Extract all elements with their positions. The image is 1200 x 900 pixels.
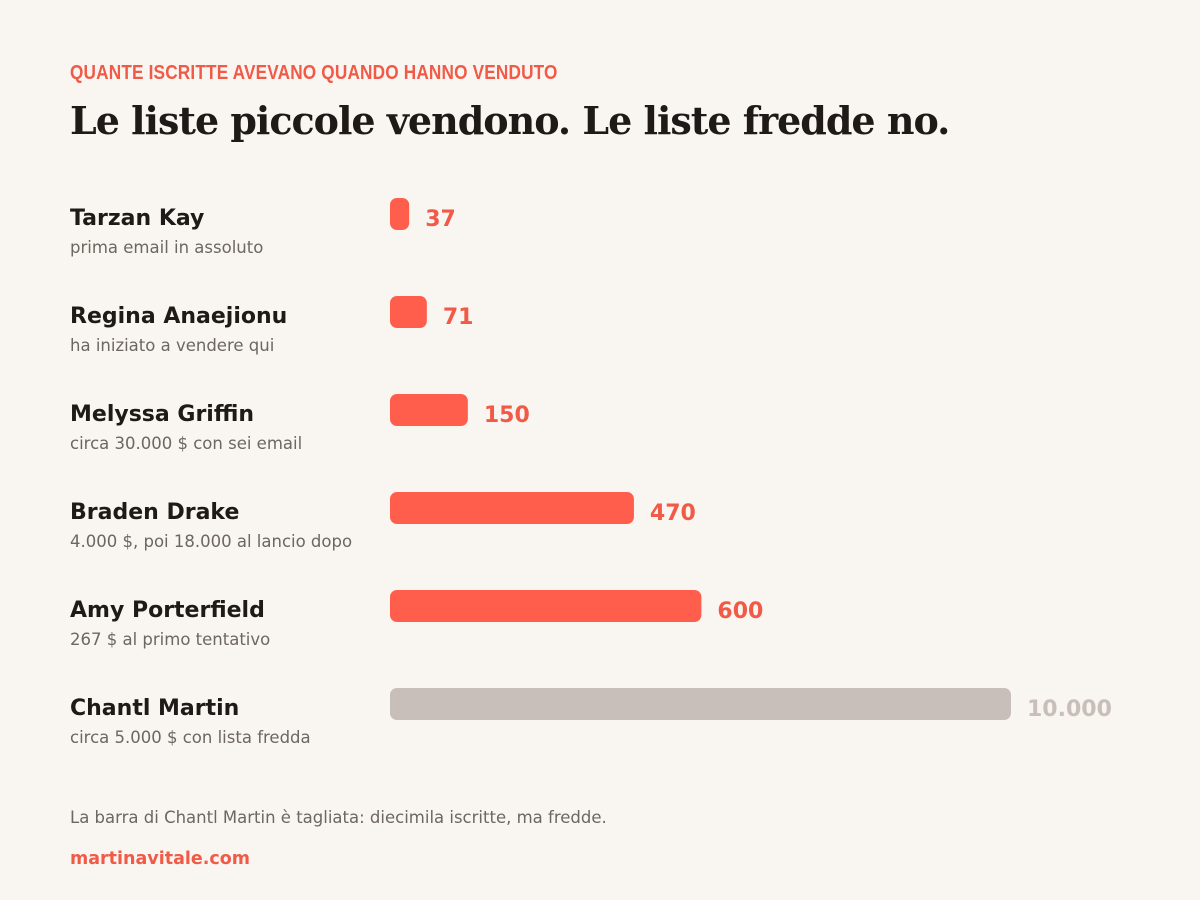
category-note: 4.000 $, poi 18.000 al lancio dopo	[70, 532, 352, 551]
data-label: 470	[650, 501, 696, 526]
bar	[390, 590, 702, 622]
category-note: prima email in assoluto	[70, 238, 263, 257]
bar	[390, 688, 1011, 720]
category-note: circa 5.000 $ con lista fredda	[70, 728, 311, 747]
data-label: 600	[717, 599, 763, 624]
chart-kicker: QUANTE ISCRITTE AVEVANO QUANDO HANNO VEN…	[70, 62, 558, 84]
data-label: 150	[484, 403, 530, 428]
category-label: Regina Anaejionu	[70, 304, 287, 329]
category-label: Chantl Martin	[70, 696, 239, 721]
bar	[390, 394, 468, 426]
data-label: 10.000	[1027, 697, 1112, 722]
category-label: Melyssa Griffin	[70, 402, 254, 427]
data-label: 71	[443, 305, 474, 330]
bar	[390, 296, 427, 328]
chart-title: Le liste piccole vendono. Le liste fredd…	[70, 98, 950, 143]
bar	[390, 492, 634, 524]
footnote: La barra di Chantl Martin è tagliata: di…	[70, 808, 607, 827]
source-link[interactable]: martinavitale.com	[70, 849, 251, 869]
category-label: Tarzan Kay	[70, 206, 204, 231]
category-label: Braden Drake	[70, 500, 239, 525]
bar	[390, 198, 410, 230]
data-label: 37	[425, 207, 456, 232]
category-note: 267 $ al primo tentativo	[70, 630, 270, 649]
category-note: circa 30.000 $ con sei email	[70, 434, 302, 453]
category-label: Amy Porterfield	[70, 598, 265, 623]
category-note: ha iniziato a vendere qui	[70, 336, 274, 355]
